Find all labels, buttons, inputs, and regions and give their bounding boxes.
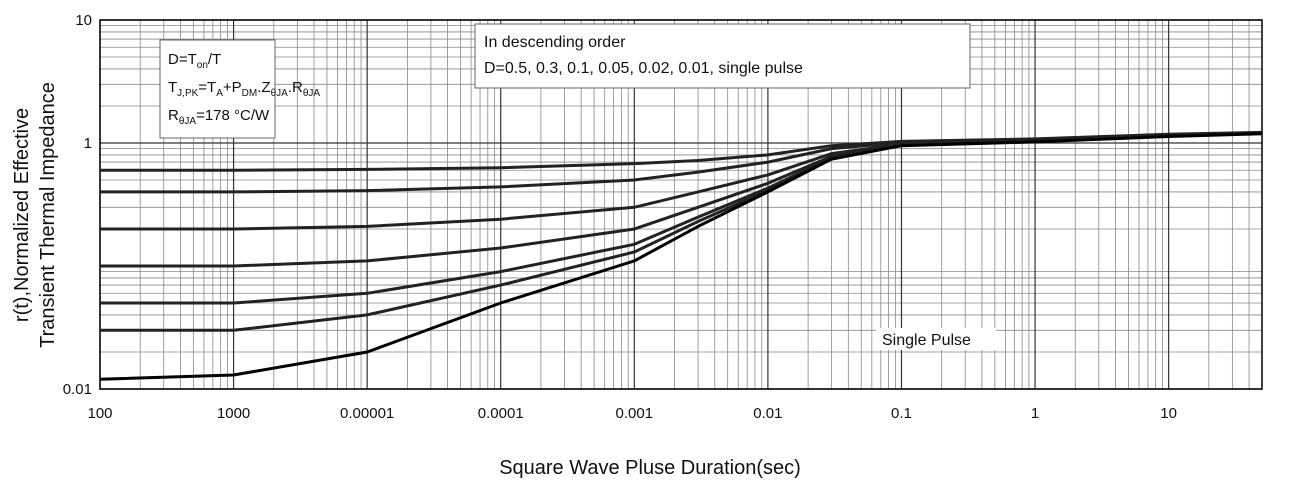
y-tick-label: 0.01 <box>63 381 92 398</box>
annotation-text: D=0.5, 0.3, 0.1, 0.05, 0.02, 0.01, singl… <box>484 60 803 77</box>
subscript: on <box>197 60 208 71</box>
label-bg <box>876 328 996 350</box>
annotation-part: +P <box>223 79 242 96</box>
annotation-box <box>474 23 971 89</box>
subscript: θJA <box>271 88 289 99</box>
annotation-part: =178 °C/W <box>196 107 270 124</box>
x-tick-label: 10 <box>1160 405 1177 422</box>
series-line <box>99 132 1263 381</box>
subscript: J,PK <box>177 88 198 99</box>
annotation-part: T <box>168 79 177 96</box>
annotation-part: D=T <box>168 51 197 68</box>
x-tick-label: 0.0001 <box>478 405 524 422</box>
x-tick-label: 1 <box>1031 405 1039 422</box>
annotation-part: /T <box>208 51 221 68</box>
subscript: A <box>216 88 223 99</box>
subscript: θJA <box>303 88 321 99</box>
annotation-part: R <box>168 107 179 124</box>
x-tick-label: 0.1 <box>891 405 912 422</box>
annotation-part: .R <box>288 79 303 96</box>
y-axis-title: r(t),Normalized Effective <box>11 108 33 322</box>
annotation-part: =T <box>198 79 216 96</box>
plot-frame <box>99 19 1263 390</box>
x-tick-label: 0.00001 <box>340 405 394 422</box>
y-axis-title: Transient Thermal Impedance <box>37 82 59 348</box>
y-tick-label: 1 <box>84 135 92 152</box>
annotation-text: D=Ton/T <box>168 51 221 71</box>
series-annotation: Single Pulse <box>882 332 971 349</box>
annotation-text: RθJA=178 °C/W <box>168 107 270 127</box>
subscript: DM <box>242 88 258 99</box>
x-tick-label: 100 <box>87 405 112 422</box>
y-tick-label: 10 <box>75 12 92 29</box>
x-tick-label: 0.001 <box>616 405 654 422</box>
annotation-text: In descending order <box>484 34 626 51</box>
x-tick-label: 1000 <box>217 405 250 422</box>
annotation-box <box>159 39 276 139</box>
annotation-text: TJ,PK=TA+PDM.ZθJA.RθJA <box>168 79 320 99</box>
series-line <box>100 131 1263 268</box>
x-tick-label: 0.01 <box>753 405 782 422</box>
annotation-part: .Z <box>257 79 270 96</box>
subscript: θJA <box>179 116 197 127</box>
x-axis-title: Square Wave Pluse Duration(sec) <box>499 457 801 479</box>
